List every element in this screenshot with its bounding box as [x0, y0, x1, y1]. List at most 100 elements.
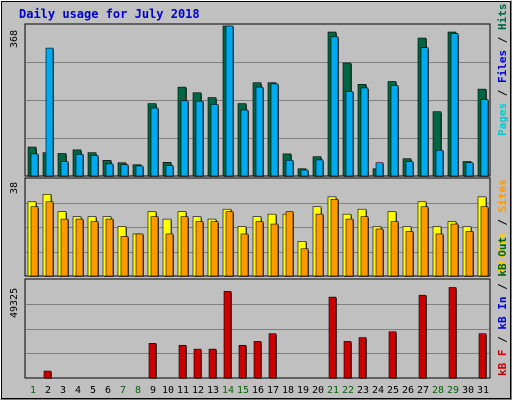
kb-bar	[193, 348, 202, 379]
day-label: 12	[192, 385, 204, 396]
sites-bar	[120, 236, 129, 277]
files-bar	[90, 155, 99, 177]
day-label: 9	[150, 385, 156, 396]
sites-bar	[360, 216, 369, 277]
day-label: 23	[357, 385, 369, 396]
day-label: 28	[432, 385, 444, 396]
sites-bar	[45, 201, 54, 277]
kb-bar	[358, 337, 367, 379]
top-panel-legend: Pages / Files / Hits	[496, 4, 509, 137]
sites-bar	[225, 211, 234, 277]
files-bar	[255, 86, 264, 177]
kb-bar	[238, 344, 247, 379]
files-bar	[420, 47, 429, 177]
files-bar	[195, 100, 204, 177]
files-bar	[300, 169, 309, 177]
sites-bar	[330, 199, 339, 277]
legend-part: Pages	[496, 102, 509, 136]
day-label: 2	[45, 385, 51, 396]
day-label: 19	[297, 385, 309, 396]
legend-part: /	[496, 276, 509, 297]
files-bar	[135, 165, 144, 177]
sites-bar	[465, 231, 474, 277]
legend-part: Hits	[496, 3, 509, 31]
bottom-panel-legend: kB F / kB In / kB Out	[496, 237, 509, 376]
legend-part: kB In	[496, 296, 509, 330]
files-bar	[330, 36, 339, 177]
chart-title: Daily usage for July 2018	[19, 7, 200, 21]
sites-bar	[255, 221, 264, 277]
files-bar	[450, 33, 459, 177]
day-label: 3	[60, 385, 66, 396]
files-bar	[465, 162, 474, 177]
files-bar	[225, 25, 234, 177]
files-bar	[180, 100, 189, 177]
files-bar	[165, 165, 174, 177]
day-label: 7	[120, 385, 126, 396]
kb-bar	[478, 333, 487, 379]
files-bar	[150, 107, 159, 177]
sites-bar	[240, 233, 249, 277]
sites-bar	[30, 206, 39, 277]
day-label: 4	[75, 385, 81, 396]
files-bar	[405, 161, 414, 177]
sites-bar	[180, 216, 189, 277]
day-label: 8	[135, 385, 141, 396]
sites-bar	[135, 233, 144, 277]
files-bar	[240, 109, 249, 177]
day-label: 22	[342, 385, 354, 396]
legend-part: Files	[496, 49, 509, 83]
files-bar	[270, 83, 279, 177]
day-label: 10	[162, 385, 174, 396]
day-label: 18	[282, 385, 294, 396]
kb-bar	[43, 370, 52, 379]
kb-bar	[253, 341, 262, 379]
sites-bar	[300, 248, 309, 277]
day-label: 30	[462, 385, 474, 396]
kb-bar	[418, 294, 427, 379]
legend-part: /	[496, 329, 509, 350]
day-label: 26	[402, 385, 414, 396]
kb-bar	[328, 296, 337, 379]
files-bar	[285, 160, 294, 177]
sites-bar	[195, 221, 204, 277]
files-bar	[105, 163, 114, 177]
sites-bar	[315, 213, 324, 277]
files-bar	[30, 153, 39, 177]
kb-bar	[268, 333, 277, 379]
kb-bar	[178, 344, 187, 379]
sites-bar	[75, 218, 84, 277]
legend-part: Sites	[496, 179, 509, 213]
legend-part: kB Out	[496, 236, 509, 277]
kb-bar	[148, 343, 157, 379]
middle-panel-ymax-label: 38	[9, 181, 20, 194]
day-label: 25	[387, 385, 399, 396]
day-label: 15	[237, 385, 249, 396]
files-bar	[315, 159, 324, 177]
sites-bar	[150, 216, 159, 277]
legend-part: /	[496, 212, 509, 233]
sites-bar	[480, 206, 489, 277]
day-label: 17	[267, 385, 279, 396]
day-label: 20	[312, 385, 324, 396]
sites-bar	[435, 233, 444, 277]
files-bar	[345, 91, 354, 177]
sites-bar	[405, 231, 414, 277]
sites-bar	[375, 228, 384, 277]
day-label: 31	[477, 385, 489, 396]
files-bar	[480, 99, 489, 177]
day-label: 6	[105, 385, 111, 396]
top-panel-ymax-label: 368	[9, 29, 20, 48]
files-bar	[210, 104, 219, 177]
sites-bar	[165, 233, 174, 277]
kb-bar	[448, 287, 457, 379]
files-bar	[390, 85, 399, 177]
sites-bar	[90, 221, 99, 277]
sites-bar	[270, 223, 279, 277]
kb-bar	[343, 341, 352, 379]
legend-part: kB F	[496, 349, 509, 377]
day-label: 1	[30, 385, 36, 396]
